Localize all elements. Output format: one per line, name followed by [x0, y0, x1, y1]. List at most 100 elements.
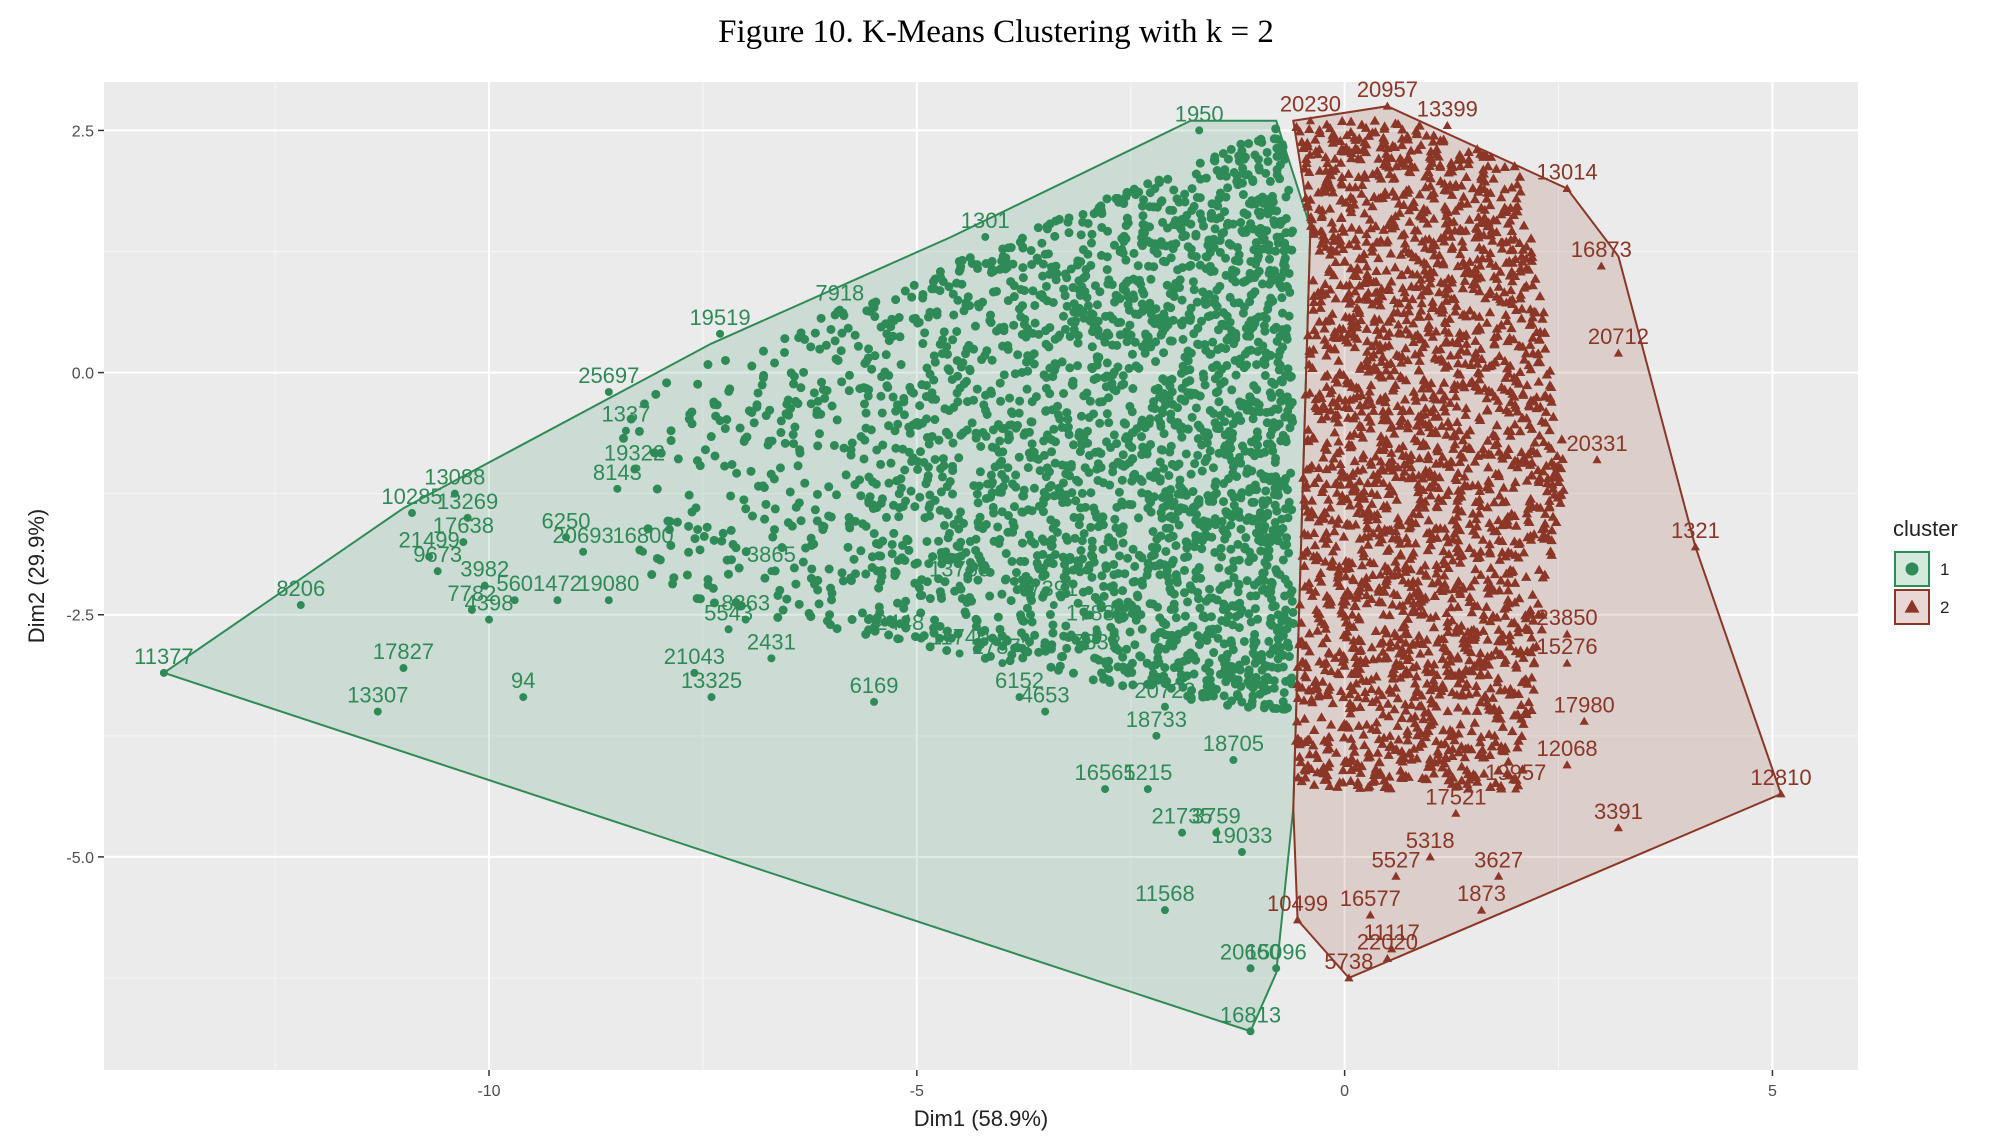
- dense-point: [1244, 665, 1254, 675]
- dense-point: [787, 521, 797, 531]
- dense-point: [1423, 167, 1434, 177]
- dense-point: [1296, 656, 1308, 666]
- dense-point: [1334, 368, 1346, 378]
- dense-point: [1398, 228, 1410, 238]
- dense-point: [1435, 135, 1446, 145]
- dense-point: [1482, 435, 1493, 445]
- dense-point: [1454, 333, 1465, 343]
- dense-point: [1156, 531, 1166, 541]
- dense-point: [1412, 722, 1423, 732]
- dense-point: [1321, 381, 1332, 391]
- dense-point: [1086, 488, 1096, 498]
- dense-point: [1123, 300, 1133, 310]
- dense-point: [1526, 396, 1538, 406]
- dense-point: [1302, 141, 1314, 151]
- dense-point: [1130, 640, 1140, 650]
- dense-point: [1066, 264, 1076, 274]
- dense-point: [1452, 349, 1464, 359]
- dense-point: [1525, 233, 1537, 243]
- dense-point: [1516, 457, 1528, 467]
- dense-point: [1489, 339, 1500, 349]
- dense-point: [886, 322, 896, 332]
- dense-point: [1316, 414, 1327, 424]
- dense-point: [1519, 354, 1530, 364]
- dense-point: [1361, 261, 1372, 271]
- dense-point: [1263, 508, 1273, 518]
- dense-point: [1065, 363, 1075, 373]
- dense-point: [1298, 695, 1310, 705]
- dense-point: [732, 468, 742, 478]
- dense-point: [1089, 209, 1099, 219]
- dense-point: [1116, 459, 1126, 469]
- dense-point: [929, 623, 939, 633]
- dense-point: [1323, 314, 1334, 324]
- dense-point: [1504, 689, 1515, 699]
- dense-point: [1374, 756, 1385, 766]
- dense-point: [1236, 152, 1246, 162]
- dense-point: [1303, 578, 1315, 588]
- dense-point: [1017, 367, 1027, 377]
- dense-point: [1109, 570, 1119, 580]
- dense-point: [1356, 761, 1367, 771]
- dense-point: [1155, 457, 1165, 467]
- dense-point: [1347, 486, 1359, 496]
- dense-point: [1352, 153, 1364, 163]
- dense-point: [1409, 588, 1420, 598]
- dense-point: [1309, 540, 1321, 550]
- dense-point: [1311, 682, 1323, 692]
- dense-point: [1237, 488, 1247, 498]
- dense-point: [1347, 609, 1358, 619]
- dense-point: [1273, 272, 1283, 282]
- dense-point: [1294, 599, 1306, 609]
- dense-point: [1326, 461, 1338, 471]
- dense-point: [987, 488, 997, 498]
- dense-point: [986, 318, 996, 328]
- dense-point: [1452, 367, 1463, 377]
- dense-point: [1291, 121, 1302, 132]
- dense-point: [1065, 331, 1075, 341]
- dense-point: [1254, 195, 1264, 205]
- dense-point: [789, 439, 799, 449]
- dense-point: [1313, 552, 1325, 563]
- dense-point: [1460, 403, 1472, 413]
- dense-point: [1511, 193, 1522, 203]
- dense-point: [1363, 747, 1374, 757]
- dense-point: [1272, 232, 1282, 242]
- dense-point: [1404, 216, 1415, 226]
- dense-point: [1246, 406, 1256, 416]
- dense-point: [1434, 250, 1445, 260]
- dense-point: [1428, 482, 1439, 492]
- dense-point: [1389, 428, 1400, 438]
- dense-point: [1461, 338, 1472, 348]
- dense-point: [844, 386, 854, 396]
- dense-point: [1440, 317, 1452, 328]
- dense-point: [1524, 516, 1535, 527]
- dense-point: [1471, 521, 1483, 531]
- dense-point: [1500, 610, 1511, 620]
- dense-point: [656, 448, 666, 458]
- dense-point: [1432, 532, 1443, 542]
- dense-point: [1248, 553, 1258, 563]
- dense-point: [1435, 161, 1446, 171]
- dense-point: [1208, 408, 1218, 418]
- dense-point: [1177, 432, 1187, 442]
- dense-point: [1166, 511, 1176, 521]
- dense-point: [1331, 246, 1342, 256]
- dense-point: [954, 524, 964, 534]
- dense-point: [1270, 601, 1280, 611]
- dense-point: [1320, 623, 1331, 633]
- dense-point: [826, 324, 836, 334]
- dense-point: [1483, 588, 1494, 598]
- dense-point: [988, 633, 998, 643]
- dense-point: [1252, 448, 1262, 458]
- dense-point: [1392, 118, 1404, 129]
- dense-point: [1177, 368, 1187, 378]
- dense-point: [1457, 154, 1468, 164]
- dense-point: [1355, 782, 1366, 792]
- dense-point: [1285, 401, 1295, 411]
- dense-point: [1336, 605, 1347, 615]
- dense-point: [1214, 397, 1224, 407]
- dense-point: [1123, 553, 1133, 563]
- dense-point: [1433, 749, 1444, 759]
- dense-point: [1412, 502, 1423, 512]
